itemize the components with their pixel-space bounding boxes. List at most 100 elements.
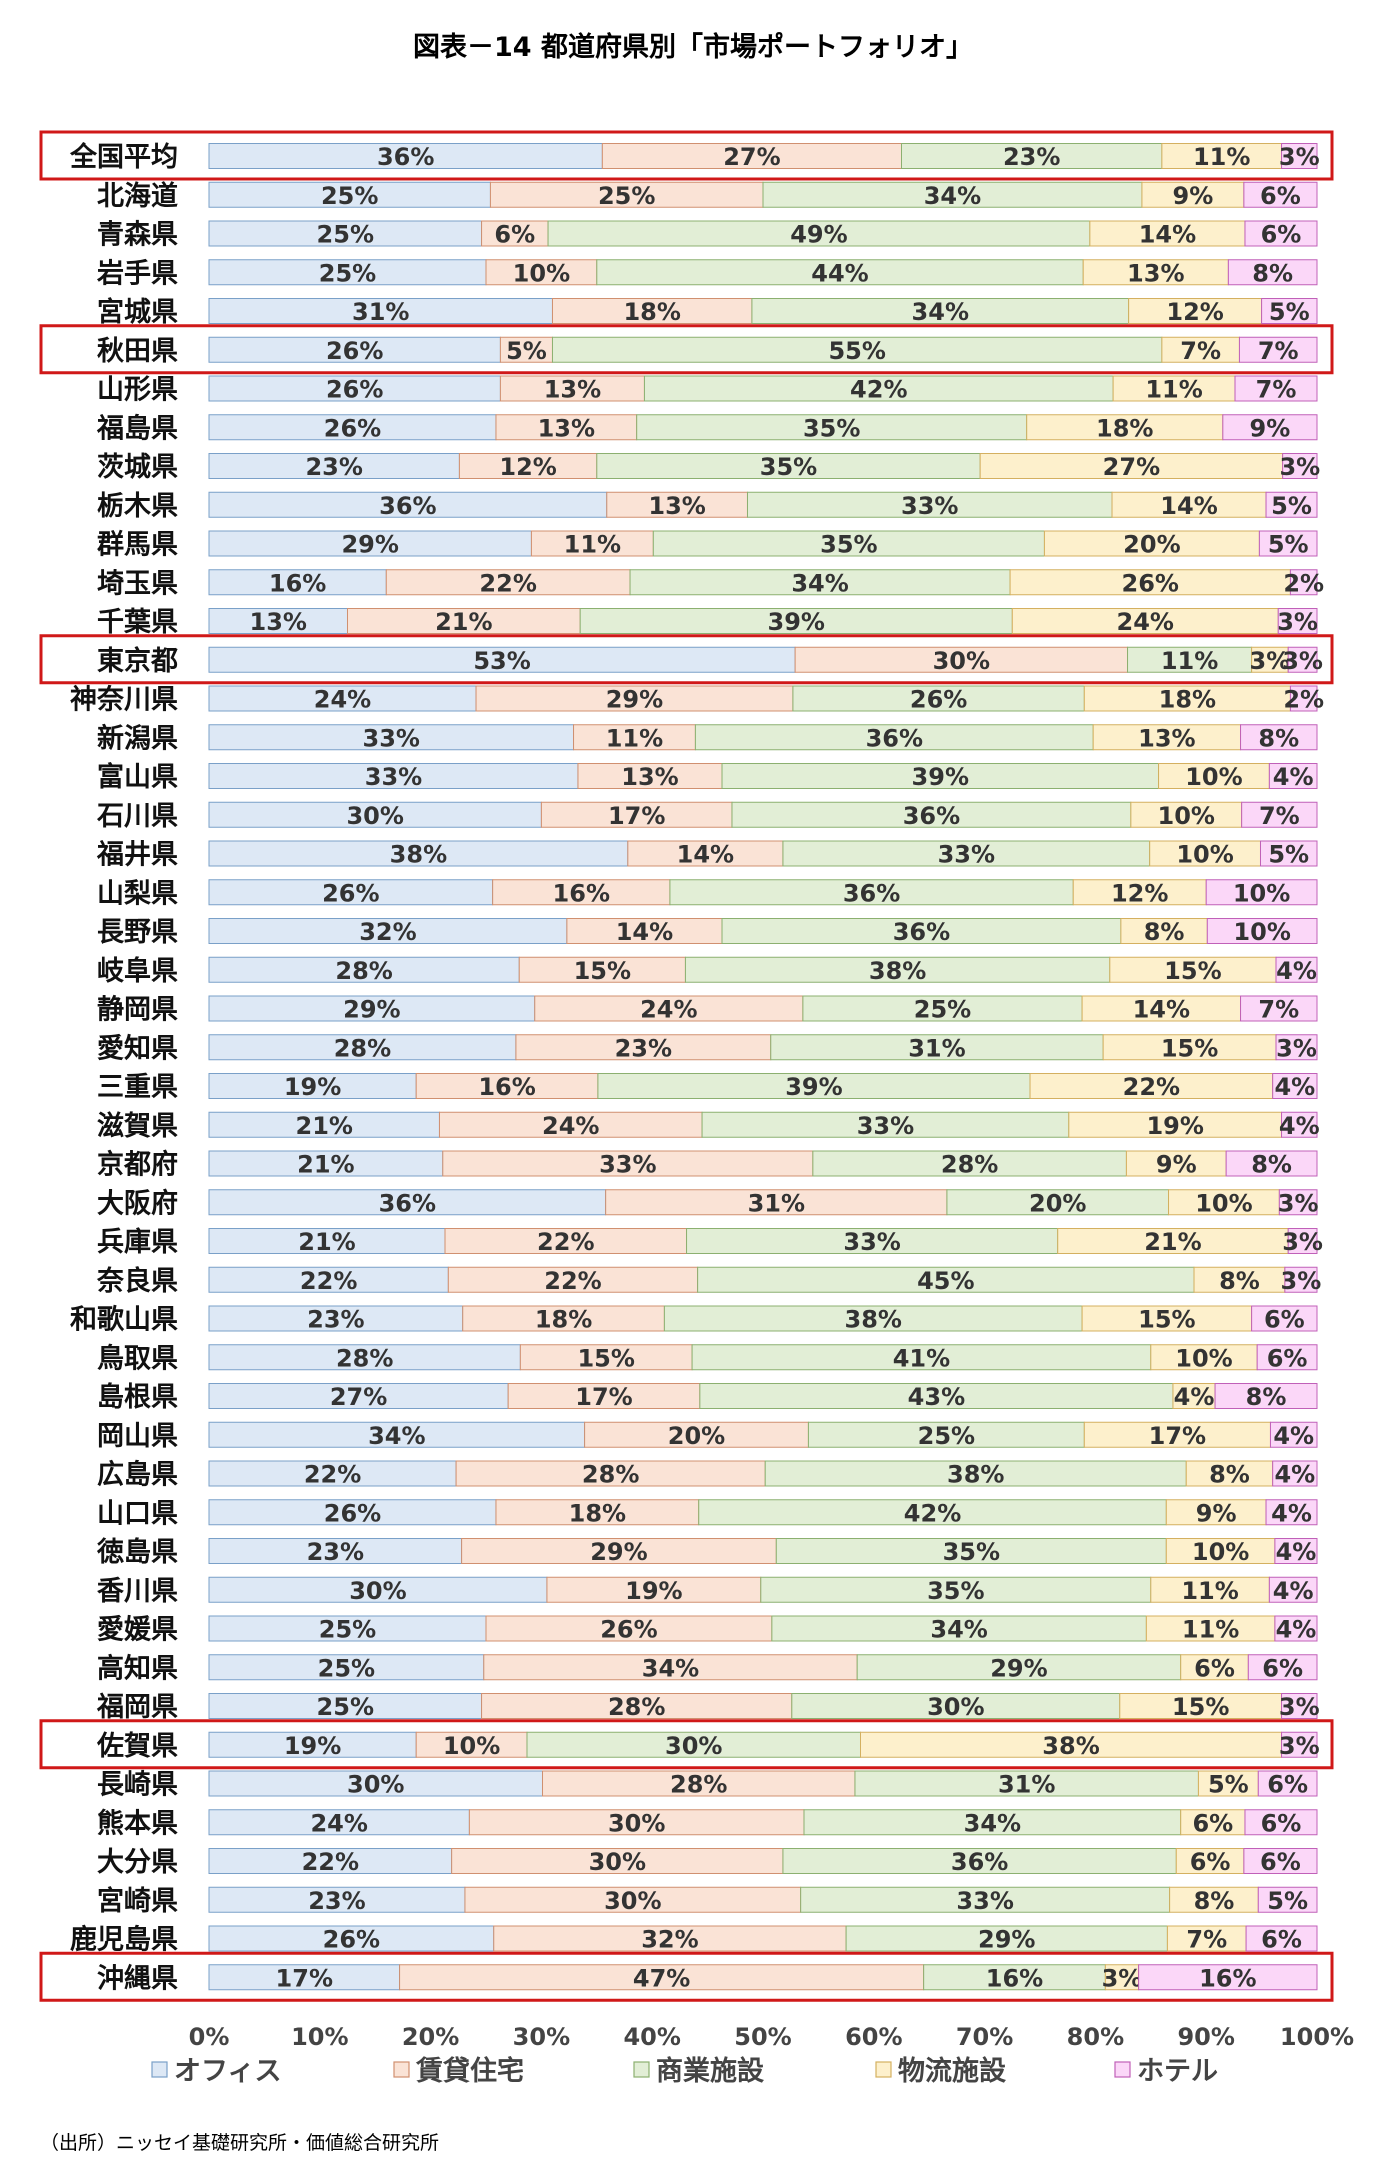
data-label: 27%	[330, 1383, 387, 1411]
data-label: 34%	[368, 1422, 425, 1450]
data-label: 28%	[336, 1344, 393, 1372]
data-label: 10%	[1185, 763, 1242, 791]
data-label: 8%	[1252, 259, 1293, 287]
data-label: 10%	[513, 259, 570, 287]
data-label: 53%	[473, 647, 530, 675]
data-label: 6%	[1260, 182, 1301, 210]
bar-segment	[1125, 1150, 1227, 1177]
data-label: 20%	[1123, 531, 1180, 559]
bar-segment	[475, 685, 794, 712]
bar-segment	[1145, 1615, 1276, 1642]
chart-row: 三重県 19% 16% 39% 22% 4%	[97, 1072, 1318, 1103]
data-label: 35%	[943, 1538, 1000, 1566]
bar-segment	[803, 1809, 1182, 1836]
bar-segment	[1130, 801, 1243, 828]
category-label: 島根県	[97, 1382, 178, 1413]
data-label: 17%	[1149, 1422, 1206, 1450]
category-label: 青森県	[97, 220, 178, 251]
data-label: 9%	[1250, 414, 1291, 442]
bar-segment	[208, 879, 494, 906]
data-label: 10%	[1175, 1344, 1232, 1372]
bar-segment	[1057, 1228, 1289, 1254]
bar-segment	[208, 530, 532, 557]
bar-segment	[208, 1886, 466, 1913]
bar-segment	[1269, 1421, 1318, 1448]
x-tick-label: 30%	[513, 2023, 570, 2051]
data-label: 33%	[843, 1228, 900, 1256]
data-label: 34%	[924, 182, 981, 210]
data-label: 3%	[1282, 647, 1323, 675]
data-label: 30%	[933, 647, 990, 675]
data-label: 14%	[616, 918, 673, 946]
bar-segment	[208, 143, 603, 169]
data-label: 26%	[324, 414, 381, 442]
bar-segment	[551, 336, 1163, 363]
bar-segment	[1150, 1576, 1270, 1603]
data-label: 39%	[912, 763, 969, 791]
bar-segment	[208, 1421, 586, 1448]
x-tick-label: 70%	[956, 2023, 1013, 2051]
data-label: 33%	[901, 492, 958, 520]
data-label: 10%	[1158, 802, 1215, 830]
data-label: 42%	[850, 376, 907, 404]
bar-segment	[208, 646, 796, 673]
data-label: 18%	[1159, 686, 1216, 714]
chart-row: 北海道 25% 25% 34% 9% 6%	[97, 180, 1318, 212]
bar-segment	[1111, 491, 1267, 518]
chart-row: 山口県 26% 18% 42% 9% 4%	[97, 1498, 1318, 1529]
data-label: 14%	[677, 841, 734, 869]
bar-segment	[1241, 801, 1318, 828]
bar-segment	[691, 1344, 1152, 1371]
bar-segment	[1289, 685, 1318, 712]
data-label: 4%	[1276, 1616, 1317, 1644]
bar-segment	[208, 414, 497, 441]
bar-segment	[771, 1615, 1147, 1642]
data-label: 38%	[869, 957, 926, 985]
data-label: 30%	[927, 1693, 984, 1721]
bar-segment	[699, 1383, 1174, 1409]
legend-label: 商業施設	[656, 2055, 765, 2087]
data-label: 17%	[575, 1383, 632, 1411]
data-label: 15%	[1164, 957, 1221, 985]
bar-segment	[415, 1073, 599, 1099]
chart-row: 奈良県 22% 22% 45% 8% 3%	[96, 1265, 1321, 1297]
data-label: 15%	[577, 1344, 634, 1372]
highlight-box	[39, 1719, 1334, 1770]
bar-segment	[596, 259, 1084, 286]
data-label: 5%	[1269, 298, 1310, 326]
data-label: 18%	[535, 1306, 592, 1334]
data-label: 21%	[298, 1228, 355, 1256]
x-tick-label: 60%	[845, 2023, 902, 2051]
bar-segment	[1009, 569, 1291, 596]
data-label: 43%	[908, 1383, 965, 1411]
data-label: 15%	[574, 957, 631, 985]
bar-segment	[1243, 181, 1318, 208]
chart-row: 兵庫県 21% 22% 33% 21% 3%	[97, 1227, 1323, 1258]
bar-segment	[1185, 1460, 1274, 1487]
data-label: 20%	[1029, 1189, 1086, 1217]
data-label: 13%	[1127, 259, 1184, 287]
data-label: 29%	[990, 1654, 1047, 1682]
bar-segment	[1172, 1383, 1216, 1409]
data-label: 4%	[1273, 1577, 1314, 1605]
category-label: 神奈川県	[70, 685, 178, 716]
data-label: 3%	[1250, 647, 1291, 675]
category-label: 岡山県	[97, 1421, 178, 1452]
bar-segment	[415, 1731, 528, 1758]
bar-segment	[1278, 1189, 1318, 1216]
bar-segment	[1169, 1886, 1259, 1913]
bar-segment	[1268, 1576, 1318, 1603]
data-label: 36%	[379, 1189, 436, 1217]
bar-segment	[1104, 1964, 1140, 1991]
data-label: 3%	[1279, 143, 1320, 171]
legend-item: オフィス	[151, 2056, 281, 2087]
bar-segment	[485, 1615, 773, 1642]
data-label: 19%	[284, 1073, 341, 1101]
data-label: 3%	[1279, 1693, 1320, 1721]
data-label: 12%	[1166, 298, 1223, 326]
bar-segment	[208, 1111, 440, 1138]
data-label: 7%	[1258, 996, 1299, 1024]
data-label: 25%	[598, 182, 655, 210]
bar-segment	[1240, 995, 1318, 1022]
chart-title: 図表－14 都道府県別「市場ポートフォリオ」	[413, 31, 973, 63]
